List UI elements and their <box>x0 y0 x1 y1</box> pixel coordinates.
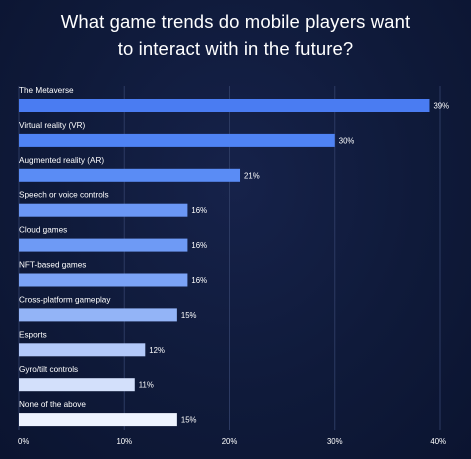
bar <box>19 413 177 427</box>
category-label: Gyro/tilt controls <box>19 365 78 374</box>
bar <box>19 343 146 357</box>
bar <box>19 238 188 252</box>
chart-title: What game trends do mobile players want … <box>0 8 471 62</box>
category-label: Speech or voice controls <box>19 191 109 200</box>
value-label: 12% <box>149 346 165 355</box>
bar <box>19 308 177 322</box>
category-label: Esports <box>19 330 47 339</box>
x-tick-label: 20% <box>222 437 238 446</box>
bar <box>19 168 241 182</box>
x-tick-label: 0% <box>18 437 29 446</box>
category-label: Cloud games <box>19 226 67 235</box>
category-label: Augmented reality (AR) <box>19 156 104 165</box>
value-label: 16% <box>191 241 207 250</box>
value-label: 16% <box>191 276 207 285</box>
x-tick-label: 30% <box>327 437 343 446</box>
value-label: 15% <box>181 311 197 320</box>
category-label: Virtual reality (VR) <box>19 121 86 130</box>
value-label: 16% <box>191 206 207 215</box>
value-label: 15% <box>181 416 197 425</box>
value-label: 30% <box>339 136 355 145</box>
category-label: Cross-platform gameplay <box>19 295 111 304</box>
value-label: 11% <box>139 381 154 390</box>
bar <box>19 133 335 147</box>
category-label: The Metaverse <box>19 86 74 95</box>
bar <box>19 203 188 217</box>
bar <box>19 273 188 287</box>
chart-title-line-1: What game trends do mobile players want <box>60 11 411 32</box>
value-label: 39% <box>433 102 449 111</box>
value-label: 21% <box>244 171 260 180</box>
category-label: None of the above <box>19 400 86 409</box>
bar <box>19 378 135 392</box>
bar <box>19 99 430 112</box>
x-tick-label: 40% <box>430 437 446 446</box>
category-label: NFT-based games <box>19 261 86 270</box>
x-tick-label: 10% <box>116 437 132 446</box>
chart-title-line-2: to interact with in the future? <box>117 38 354 59</box>
